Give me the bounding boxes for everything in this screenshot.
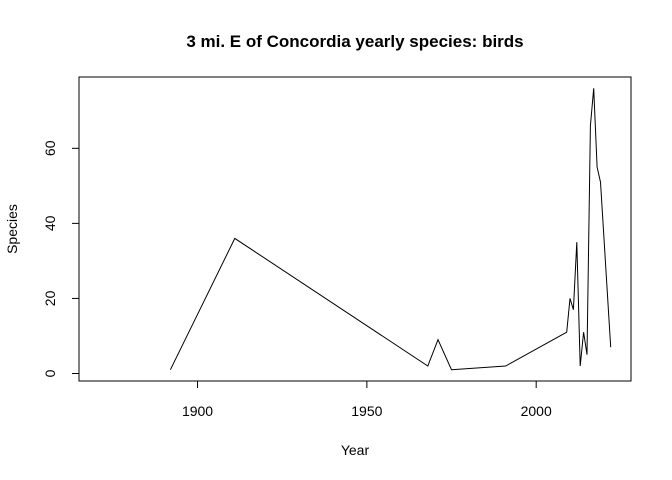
x-tick-label: 2000 bbox=[521, 403, 552, 419]
chart-title: 3 mi. E of Concordia yearly species: bir… bbox=[186, 32, 523, 51]
x-tick-label: 1950 bbox=[351, 403, 382, 419]
plot-frame bbox=[78, 76, 632, 382]
y-tick-label: 20 bbox=[42, 290, 58, 306]
y-tick-label: 60 bbox=[42, 140, 58, 156]
y-tick-label: 0 bbox=[42, 369, 58, 377]
y-axis: 0 20 40 60 bbox=[42, 140, 80, 377]
x-axis-label: Year bbox=[341, 442, 370, 458]
series-line bbox=[169, 88, 612, 371]
y-axis-label: Species bbox=[4, 204, 20, 254]
y-tick-label: 40 bbox=[42, 215, 58, 231]
x-axis: 1900 1950 2000 bbox=[182, 380, 552, 419]
x-tick-label: 1900 bbox=[182, 403, 213, 419]
